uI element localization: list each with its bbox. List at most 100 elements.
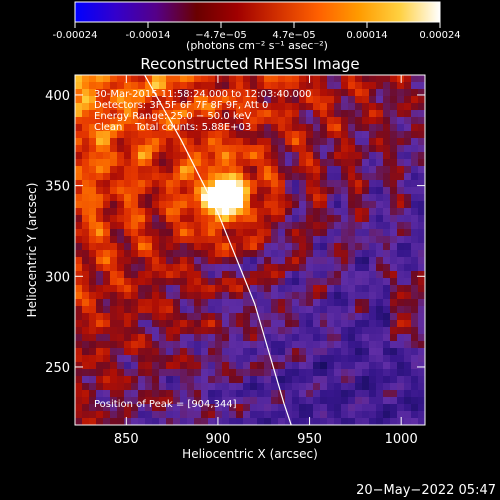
- heatmap-cell: [166, 313, 174, 321]
- heatmap-cell: [264, 159, 272, 167]
- heatmap-cell: [173, 306, 181, 314]
- heatmap-cell: [341, 180, 349, 188]
- heatmap-cell: [292, 180, 300, 188]
- heatmap-cell: [208, 208, 216, 216]
- heatmap-cell: [404, 250, 412, 258]
- heatmap-cell: [306, 180, 314, 188]
- heatmap-cell: [292, 355, 300, 363]
- heatmap-cell: [96, 369, 104, 377]
- heatmap-cell: [348, 418, 356, 425]
- heatmap-cell: [180, 208, 188, 216]
- heatmap-cell: [362, 194, 370, 202]
- heatmap-cell: [201, 397, 209, 405]
- heatmap-cell: [285, 159, 293, 167]
- heatmap-cell: [250, 208, 258, 216]
- heatmap-cell: [292, 75, 300, 83]
- heatmap-cell: [369, 145, 377, 153]
- heatmap-cell: [278, 257, 286, 265]
- colorbar-tick-label: 4.7e−05: [272, 30, 315, 41]
- heatmap-cell: [362, 187, 370, 195]
- heatmap-cell: [131, 208, 139, 216]
- heatmap-cell: [82, 348, 90, 356]
- heatmap-cell: [362, 152, 370, 160]
- heatmap-cell: [264, 376, 272, 384]
- heatmap-cell: [103, 411, 111, 419]
- heatmap-cell: [82, 292, 90, 300]
- plot-frame: [74, 74, 426, 426]
- heatmap-cell: [278, 285, 286, 293]
- heatmap-cell: [397, 131, 405, 139]
- heatmap-cell: [327, 131, 335, 139]
- heatmap-cell: [397, 271, 405, 279]
- heatmap-cell: [306, 327, 314, 335]
- heatmap-cell: [89, 194, 97, 202]
- heatmap-cell: [243, 110, 251, 118]
- heatmap-cell: [236, 278, 244, 286]
- x-tick-label: 1000: [385, 432, 418, 447]
- heatmap-cell: [82, 82, 90, 90]
- heatmap-cell: [292, 103, 300, 111]
- heatmap-cell: [89, 334, 97, 342]
- heatmap-cell: [404, 292, 412, 300]
- heatmap-cell: [292, 383, 300, 391]
- heatmap-cell: [145, 369, 153, 377]
- heatmap-cell: [96, 82, 104, 90]
- heatmap-cell: [236, 257, 244, 265]
- heatmap-cell: [397, 257, 405, 265]
- heatmap-cell: [355, 82, 363, 90]
- heatmap-cell: [215, 411, 223, 419]
- info-clean-counts: Clean Total counts: 5.88E+03: [94, 122, 251, 133]
- heatmap-cell: [362, 89, 370, 97]
- heatmap-cell: [159, 89, 167, 97]
- heatmap-cell: [306, 348, 314, 356]
- heatmap-cell: [369, 187, 377, 195]
- heatmap-cell: [369, 138, 377, 146]
- heatmap-cell: [369, 390, 377, 398]
- heatmap-cell: [173, 257, 181, 265]
- heatmap-cell: [355, 250, 363, 258]
- heatmap-cell: [124, 89, 132, 97]
- heatmap-cell: [313, 411, 321, 419]
- heatmap-cell: [103, 96, 111, 104]
- heatmap-cell: [222, 362, 230, 370]
- heatmap-cell: [208, 369, 216, 377]
- heatmap-cell: [383, 124, 391, 132]
- heatmap-cell: [131, 355, 139, 363]
- heatmap-cell: [348, 390, 356, 398]
- heatmap-cell: [243, 355, 251, 363]
- heatmap-cell: [271, 313, 279, 321]
- heatmap-cell: [362, 124, 370, 132]
- heatmap-cell: [194, 229, 202, 237]
- heatmap-cell: [75, 110, 83, 118]
- heatmap-cell: [341, 201, 349, 209]
- heatmap-cell: [215, 131, 223, 139]
- heatmap-cell: [110, 243, 118, 251]
- heatmap-cell: [166, 320, 174, 328]
- heatmap-cell: [299, 292, 307, 300]
- heatmap-cell: [264, 362, 272, 370]
- heatmap-cell: [264, 96, 272, 104]
- heatmap-cell: [369, 376, 377, 384]
- heatmap-cell: [117, 369, 125, 377]
- heatmap-cell: [229, 271, 237, 279]
- heatmap-cell: [131, 292, 139, 300]
- heatmap-cell: [215, 348, 223, 356]
- heatmap-cell: [334, 264, 342, 272]
- heatmap-cell: [334, 348, 342, 356]
- heatmap-cell: [131, 243, 139, 251]
- heatmap-cell: [376, 103, 384, 111]
- heatmap-cell: [180, 173, 188, 181]
- heatmap-cell: [362, 355, 370, 363]
- heatmap-cell: [89, 292, 97, 300]
- heatmap-cell: [96, 397, 104, 405]
- heatmap-cell: [355, 173, 363, 181]
- heatmap-cell: [313, 376, 321, 384]
- heatmap-cell: [411, 110, 419, 118]
- heatmap-cell: [320, 278, 328, 286]
- heatmap-cell: [362, 208, 370, 216]
- heatmap-cell: [348, 131, 356, 139]
- heatmap-cell: [418, 138, 425, 146]
- heatmap-cell: [96, 194, 104, 202]
- heatmap-cell: [117, 103, 125, 111]
- heatmap-cell: [215, 264, 223, 272]
